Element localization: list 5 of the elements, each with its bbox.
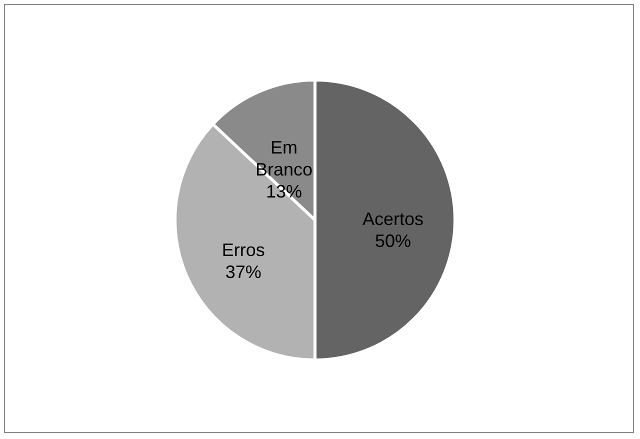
data-label: 50% xyxy=(374,231,412,251)
data-label: 37% xyxy=(225,262,262,282)
slice-label: Acertos xyxy=(362,209,424,229)
slice-label: Erros xyxy=(222,240,265,260)
data-label: 13% xyxy=(266,181,302,202)
